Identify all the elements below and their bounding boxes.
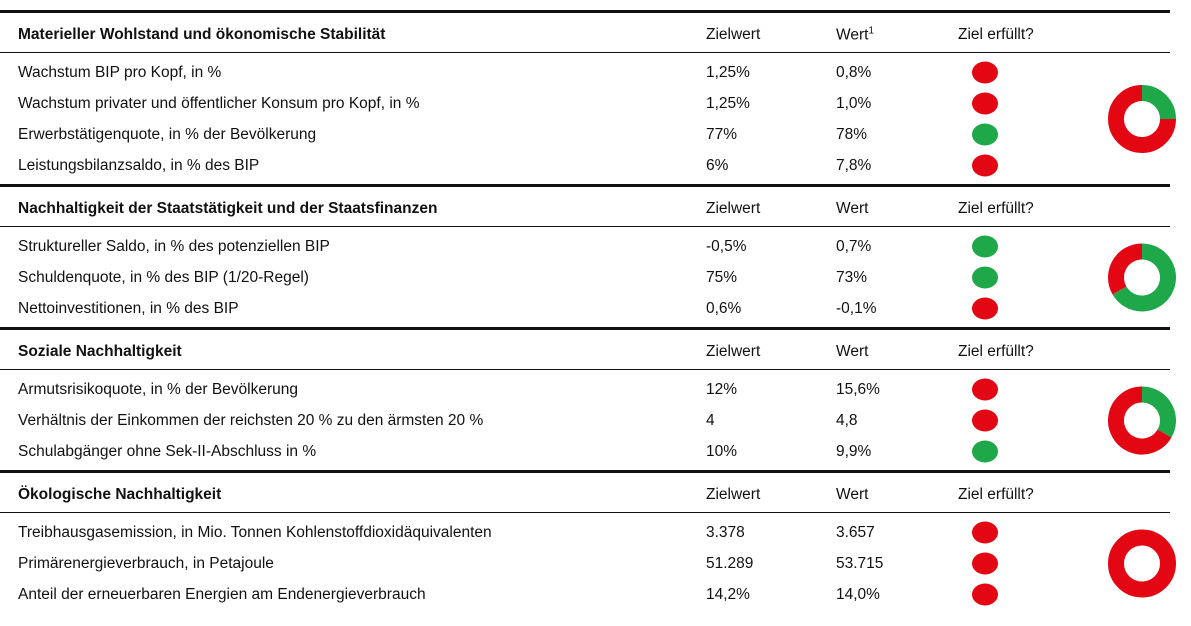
actual-value: 14,0% [836, 585, 880, 603]
row-label: Struktureller Saldo, in % des potenziell… [18, 237, 330, 255]
status-dot [972, 552, 998, 575]
row-label: Treibhausgasemission, in Mio. Tonnen Koh… [18, 523, 492, 541]
target-value: 75% [706, 268, 738, 286]
header-rule [0, 512, 1170, 513]
row-label: Nettoinvestitionen, in % des BIP [18, 299, 239, 317]
actual-value: 0,8% [836, 63, 872, 81]
actual-value: 53.715 [836, 554, 884, 572]
status-header: Ziel erfüllt? [958, 26, 1034, 43]
status-dot [972, 154, 998, 177]
status-dot [972, 61, 998, 84]
target-value: 51.289 [706, 554, 754, 572]
row-label: Anteil der erneuerbaren Energien am Ende… [18, 585, 426, 603]
status-dot [972, 378, 998, 401]
row-label: Wachstum privater und öffentlicher Konsu… [18, 94, 420, 112]
target-value: 6% [706, 156, 729, 174]
section-rule [0, 10, 1170, 13]
target-value: -0,5% [706, 237, 747, 255]
header-rule [0, 369, 1170, 370]
target-value: 1,25% [706, 63, 750, 81]
actual-value: 0,7% [836, 237, 872, 255]
value-header-text: Wert [836, 343, 869, 360]
target-value: 0,6% [706, 299, 742, 317]
target-value: 12% [706, 380, 738, 398]
actual-value: 15,6% [836, 380, 880, 398]
donut-met [1112, 243, 1176, 312]
value-header-text: Wert [836, 26, 869, 44]
donut-unmet [1108, 529, 1176, 598]
status-header: Ziel erfüllt? [958, 486, 1034, 503]
row-label: Schuldenquote, in % des BIP (1/20-Regel) [18, 268, 309, 286]
actual-value: -0,1% [836, 299, 877, 317]
donut-met [1141, 386, 1176, 438]
status-dot [972, 266, 998, 289]
target-value: 77% [706, 125, 738, 143]
actual-value: 7,8% [836, 156, 872, 174]
status-dot [972, 409, 998, 432]
section-title: Ökologische Nachhaltigkeit [18, 486, 222, 503]
row-label: Leistungsbilanzsaldo, in % des BIP [18, 156, 260, 174]
row-label: Armutsrisikoquote, in % der Bevölkerung [18, 380, 298, 398]
status-dot [972, 440, 998, 463]
row-label: Wachstum BIP pro Kopf, in % [18, 63, 222, 81]
target-header: Zielwert [706, 26, 761, 43]
value-header-text: Wert [836, 200, 869, 217]
status-header: Ziel erfüllt? [958, 343, 1034, 360]
actual-value: 78% [836, 125, 868, 143]
actual-value: 4,8 [836, 411, 858, 429]
status-dot [972, 92, 998, 115]
target-header: Zielwert [706, 486, 761, 503]
target-value: 1,25% [706, 94, 750, 112]
status-dot [972, 583, 998, 606]
section-title: Materieller Wohlstand und ökonomische St… [18, 26, 386, 43]
section-rule [0, 184, 1170, 187]
section-title: Soziale Nachhaltigkeit [18, 343, 182, 360]
value-header: Wert [836, 486, 868, 504]
target-value: 14,2% [706, 585, 750, 603]
status-dot [972, 297, 998, 320]
donut-unmet [1108, 85, 1176, 153]
target-header: Zielwert [706, 343, 761, 360]
value-header: Wert [836, 200, 868, 218]
row-label: Verhältnis der Einkommen der reichsten 2… [18, 411, 484, 429]
target-value: 3.378 [706, 523, 745, 541]
section-title: Nachhaltigkeit der Staatstätigkeit und d… [18, 200, 438, 217]
actual-value: 1,0% [836, 94, 872, 112]
value-header-text: Wert [836, 486, 869, 503]
header-rule [0, 52, 1170, 53]
value-header: Wert1 [836, 25, 874, 44]
target-header: Zielwert [706, 200, 761, 217]
section-rule [0, 327, 1170, 330]
footnote-mark: 1 [868, 25, 875, 37]
actual-value: 3.657 [836, 523, 875, 541]
row-label: Erwerbstätigenquote, in % der Bevölkerun… [18, 125, 317, 143]
status-dot [972, 521, 998, 544]
actual-value: 9,9% [836, 442, 872, 460]
header-rule [0, 226, 1170, 227]
status-dot [972, 235, 998, 258]
donut-met [1141, 85, 1176, 120]
row-label: Primärenergieverbrauch, in Petajoule [18, 554, 274, 572]
target-value: 10% [706, 442, 738, 460]
donut-unmet [1108, 243, 1143, 295]
target-value: 4 [706, 411, 715, 429]
value-header: Wert [836, 343, 868, 361]
section-rule [0, 470, 1170, 473]
actual-value: 73% [836, 268, 868, 286]
status-header: Ziel erfüllt? [958, 200, 1034, 217]
row-label: Schulabgänger ohne Sek-II-Abschluss in % [18, 442, 317, 460]
donut-unmet [1108, 386, 1172, 455]
status-dot [972, 123, 998, 146]
